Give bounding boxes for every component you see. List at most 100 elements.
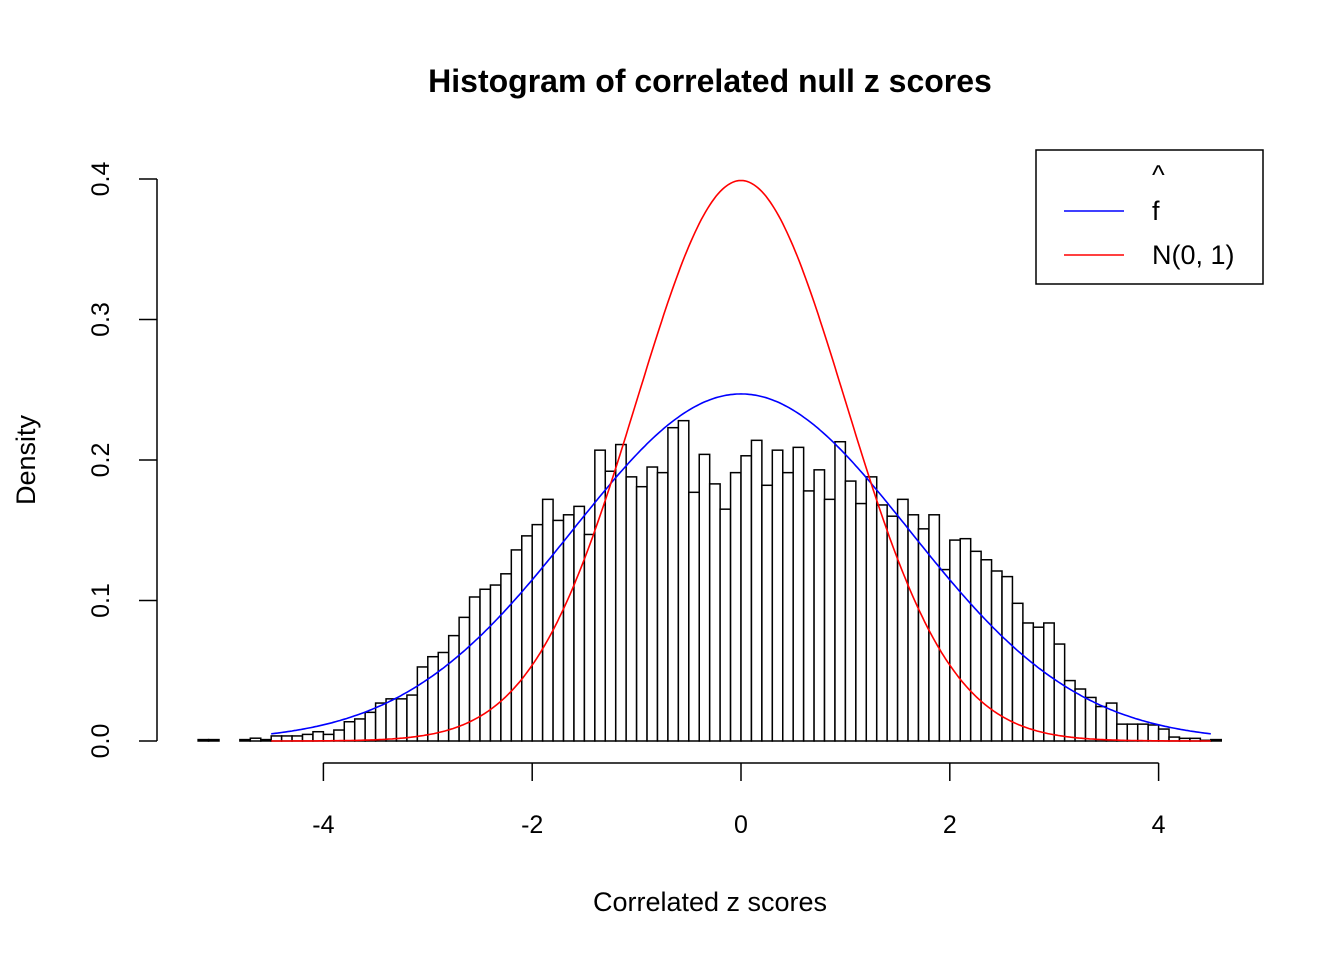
histogram-bar	[928, 514, 941, 742]
histogram-bar	[364, 711, 377, 742]
histogram-bar	[312, 730, 325, 742]
histogram-bar	[959, 537, 972, 742]
histogram-bar	[750, 439, 763, 742]
histogram-bar	[949, 539, 961, 742]
histogram-bar	[353, 718, 366, 742]
histogram-bar	[1157, 728, 1170, 742]
histogram-bar	[677, 419, 690, 742]
histogram-bar	[1022, 622, 1035, 742]
chart-title: Histogram of correlated null z scores	[428, 63, 992, 99]
histogram-bar	[416, 666, 429, 742]
histogram-bar	[844, 480, 857, 742]
histogram-bar	[583, 533, 596, 742]
histogram-bar	[614, 443, 627, 742]
y-tick-label: 0.0	[87, 724, 115, 759]
histogram-bar	[896, 498, 909, 742]
histogram-bar	[813, 469, 826, 742]
histogram-bar	[573, 505, 586, 742]
histogram-bar	[656, 471, 669, 742]
histogram-bar	[771, 449, 784, 742]
histogram-bar	[1126, 723, 1139, 742]
histogram-bar	[1136, 723, 1149, 742]
histogram-bar	[698, 453, 711, 742]
y-tick-label: 0.3	[87, 302, 115, 337]
x-axis: -4 -2 0 2 4	[312, 762, 1166, 839]
legend-box	[1035, 149, 1264, 285]
histogram-bar	[385, 698, 398, 742]
y-tick-label: 0.4	[87, 162, 115, 197]
histogram-bar	[249, 737, 262, 742]
histogram-bar	[865, 476, 878, 742]
histogram-bar	[594, 449, 607, 742]
histogram-bar	[447, 634, 460, 742]
histogram-bar	[531, 523, 544, 742]
histogram-bar	[792, 446, 805, 742]
histogram-bar	[343, 721, 356, 742]
histogram-bar	[855, 502, 868, 742]
legend-hat-mark: ^	[1152, 160, 1165, 190]
histogram-bar	[207, 738, 220, 742]
histogram-bar	[729, 471, 742, 742]
histogram-bar	[646, 466, 659, 742]
histogram-bar	[604, 470, 617, 742]
histogram-bar	[301, 733, 314, 742]
histogram-bar	[1095, 705, 1108, 742]
y-axis: 0.0 0.1 0.2 0.3 0.4	[87, 162, 158, 759]
x-tick-label: -2	[521, 811, 543, 839]
histogram-bar	[500, 573, 513, 742]
histogram-bar	[1084, 696, 1097, 742]
histogram-bar	[969, 550, 982, 742]
histogram-bar	[1043, 622, 1055, 742]
x-axis-label: Correlated z scores	[593, 887, 827, 917]
histogram-bar	[1116, 723, 1129, 742]
histogram-bar	[980, 559, 993, 742]
x-tick-label: 0	[734, 811, 748, 839]
histogram-bar	[886, 515, 899, 742]
histogram-bar	[197, 738, 210, 742]
legend-label-fhat: f	[1152, 196, 1160, 226]
histogram-bar	[823, 498, 836, 742]
histogram-bar	[708, 483, 721, 742]
x-tick-label: 4	[1152, 811, 1166, 839]
histogram-bar	[761, 484, 774, 742]
x-tick-label: -4	[312, 811, 334, 839]
histogram-bars	[197, 419, 1222, 742]
histogram-bar	[740, 455, 753, 742]
histogram-bar	[1001, 575, 1014, 742]
histogram-bar	[834, 440, 847, 742]
fhat-curve	[271, 393, 1211, 735]
histogram-bar	[1105, 702, 1118, 742]
histogram-bar	[1147, 724, 1160, 742]
histogram-bar	[688, 491, 700, 742]
normal-curve	[271, 179, 1211, 742]
histogram-bar	[907, 514, 920, 742]
legend: ^ f N(0, 1)	[1035, 149, 1264, 285]
histogram-bar	[395, 698, 408, 742]
histogram-bar	[427, 655, 439, 742]
y-axis-label: Density	[11, 414, 41, 505]
histogram-bar	[510, 549, 523, 742]
histogram-bar	[239, 738, 252, 742]
y-tick-label: 0.2	[87, 443, 115, 478]
y-tick-label: 0.1	[87, 583, 115, 618]
histogram-bar	[625, 476, 638, 742]
histogram-bar	[333, 729, 346, 742]
histogram-bar	[479, 588, 492, 742]
histogram-bar	[406, 694, 419, 742]
histogram-bar	[938, 568, 951, 742]
histogram-bar	[667, 426, 680, 742]
histogram-bar	[1053, 643, 1066, 742]
histogram-bar	[719, 508, 732, 742]
histogram-bar	[917, 528, 930, 742]
histogram-bar	[1032, 626, 1045, 742]
histogram-bar	[635, 485, 648, 742]
histogram-bar	[782, 471, 794, 742]
density-curves	[271, 179, 1211, 742]
histogram-bar	[1011, 602, 1024, 742]
histogram-bar	[489, 584, 502, 742]
histogram-bar	[802, 490, 815, 742]
histogram-bar	[521, 535, 533, 742]
legend-label-normal: N(0, 1)	[1152, 240, 1235, 270]
histogram-bar	[260, 738, 272, 742]
